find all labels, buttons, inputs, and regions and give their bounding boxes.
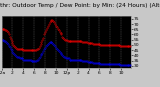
Text: Milw. Wthr: Outdoor Temp / Dew Point: by Min: (24 Hours) (Alternate): Milw. Wthr: Outdoor Temp / Dew Point: by… — [0, 3, 160, 8]
